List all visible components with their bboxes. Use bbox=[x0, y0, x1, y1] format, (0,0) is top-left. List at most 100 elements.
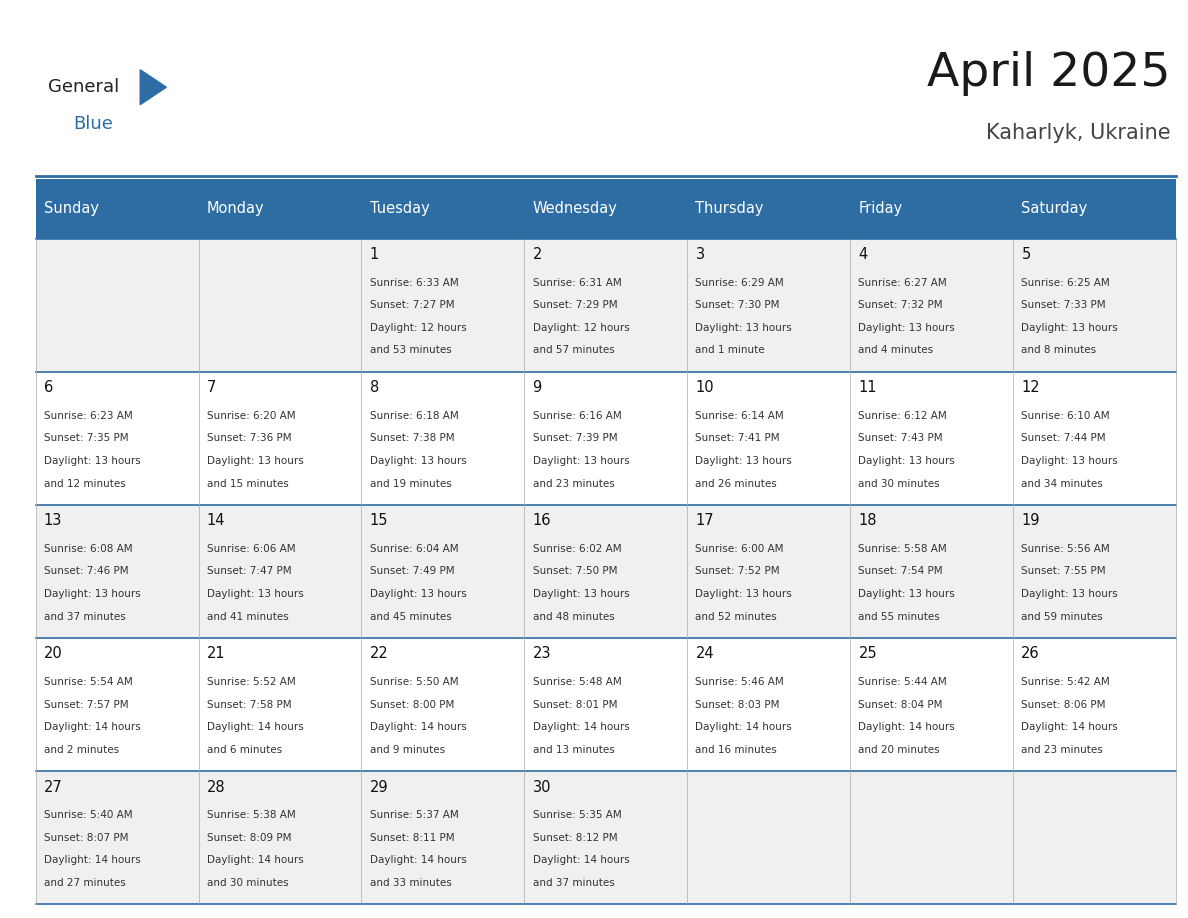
Text: Daylight: 13 hours: Daylight: 13 hours bbox=[207, 456, 303, 466]
Text: and 30 minutes: and 30 minutes bbox=[859, 478, 940, 488]
Text: and 8 minutes: and 8 minutes bbox=[1022, 345, 1097, 355]
Text: and 57 minutes: and 57 minutes bbox=[532, 345, 614, 355]
Text: and 45 minutes: and 45 minutes bbox=[369, 611, 451, 621]
Bar bbox=[36, 239, 198, 372]
Bar bbox=[851, 179, 1013, 239]
Text: 2: 2 bbox=[532, 247, 542, 263]
Text: Saturday: Saturday bbox=[1022, 201, 1087, 217]
Text: 13: 13 bbox=[44, 513, 62, 529]
Text: and 37 minutes: and 37 minutes bbox=[44, 611, 126, 621]
Text: Sunrise: 6:20 AM: Sunrise: 6:20 AM bbox=[207, 410, 296, 420]
Text: Sunrise: 6:33 AM: Sunrise: 6:33 AM bbox=[369, 277, 459, 287]
Bar bbox=[1013, 239, 1176, 372]
Text: 29: 29 bbox=[369, 779, 388, 795]
Text: Daylight: 13 hours: Daylight: 13 hours bbox=[369, 456, 467, 466]
Bar bbox=[361, 179, 524, 239]
Bar bbox=[198, 179, 361, 239]
Text: 26: 26 bbox=[1022, 646, 1040, 662]
Text: 25: 25 bbox=[859, 646, 877, 662]
Text: Sunrise: 5:40 AM: Sunrise: 5:40 AM bbox=[44, 810, 132, 820]
Text: Sunrise: 5:56 AM: Sunrise: 5:56 AM bbox=[1022, 543, 1110, 554]
Bar bbox=[688, 771, 851, 904]
Text: and 4 minutes: and 4 minutes bbox=[859, 345, 934, 355]
Text: Sunrise: 6:14 AM: Sunrise: 6:14 AM bbox=[695, 410, 784, 420]
Text: 8: 8 bbox=[369, 380, 379, 396]
Text: Daylight: 13 hours: Daylight: 13 hours bbox=[532, 456, 630, 466]
Bar bbox=[361, 505, 524, 638]
Bar bbox=[524, 372, 688, 505]
Text: Sunrise: 5:37 AM: Sunrise: 5:37 AM bbox=[369, 810, 459, 820]
Bar bbox=[851, 638, 1013, 771]
Bar bbox=[851, 239, 1013, 372]
Bar bbox=[688, 638, 851, 771]
Text: 7: 7 bbox=[207, 380, 216, 396]
Text: Daylight: 14 hours: Daylight: 14 hours bbox=[1022, 722, 1118, 733]
Text: Daylight: 13 hours: Daylight: 13 hours bbox=[1022, 456, 1118, 466]
Text: 4: 4 bbox=[859, 247, 867, 263]
Text: Kaharlyk, Ukraine: Kaharlyk, Ukraine bbox=[986, 123, 1170, 143]
Text: Blue: Blue bbox=[74, 115, 114, 133]
Text: and 1 minute: and 1 minute bbox=[695, 345, 765, 355]
Text: Sunset: 7:47 PM: Sunset: 7:47 PM bbox=[207, 566, 291, 577]
Text: Sunrise: 6:31 AM: Sunrise: 6:31 AM bbox=[532, 277, 621, 287]
Text: Sunset: 7:52 PM: Sunset: 7:52 PM bbox=[695, 566, 781, 577]
Text: Sunrise: 6:08 AM: Sunrise: 6:08 AM bbox=[44, 543, 132, 554]
Text: Thursday: Thursday bbox=[695, 201, 764, 217]
Text: Daylight: 13 hours: Daylight: 13 hours bbox=[532, 589, 630, 599]
Text: 3: 3 bbox=[695, 247, 704, 263]
Text: Sunset: 7:38 PM: Sunset: 7:38 PM bbox=[369, 433, 454, 443]
Text: Daylight: 14 hours: Daylight: 14 hours bbox=[207, 856, 303, 866]
Text: and 33 minutes: and 33 minutes bbox=[369, 878, 451, 888]
Bar bbox=[36, 372, 198, 505]
Text: 30: 30 bbox=[532, 779, 551, 795]
Text: Sunset: 7:46 PM: Sunset: 7:46 PM bbox=[44, 566, 128, 577]
Text: Sunset: 8:07 PM: Sunset: 8:07 PM bbox=[44, 833, 128, 843]
Text: Sunset: 7:54 PM: Sunset: 7:54 PM bbox=[859, 566, 943, 577]
Text: Sunset: 7:33 PM: Sunset: 7:33 PM bbox=[1022, 300, 1106, 310]
Text: Daylight: 14 hours: Daylight: 14 hours bbox=[532, 722, 630, 733]
Text: and 41 minutes: and 41 minutes bbox=[207, 611, 289, 621]
Text: Sunset: 7:58 PM: Sunset: 7:58 PM bbox=[207, 700, 291, 710]
Bar bbox=[1013, 771, 1176, 904]
Text: 24: 24 bbox=[695, 646, 714, 662]
Text: 28: 28 bbox=[207, 779, 226, 795]
Text: Sunrise: 5:54 AM: Sunrise: 5:54 AM bbox=[44, 677, 133, 687]
Text: Daylight: 14 hours: Daylight: 14 hours bbox=[44, 722, 140, 733]
Text: 9: 9 bbox=[532, 380, 542, 396]
Text: Sunrise: 6:04 AM: Sunrise: 6:04 AM bbox=[369, 543, 459, 554]
Bar bbox=[524, 505, 688, 638]
Text: Daylight: 13 hours: Daylight: 13 hours bbox=[695, 323, 792, 333]
Text: Monday: Monday bbox=[207, 201, 265, 217]
Text: Wednesday: Wednesday bbox=[532, 201, 618, 217]
Text: Sunrise: 5:38 AM: Sunrise: 5:38 AM bbox=[207, 810, 296, 820]
Text: 15: 15 bbox=[369, 513, 388, 529]
Text: Daylight: 13 hours: Daylight: 13 hours bbox=[369, 589, 467, 599]
Text: Daylight: 13 hours: Daylight: 13 hours bbox=[695, 589, 792, 599]
Text: Sunrise: 5:35 AM: Sunrise: 5:35 AM bbox=[532, 810, 621, 820]
Text: Daylight: 13 hours: Daylight: 13 hours bbox=[859, 589, 955, 599]
Text: Daylight: 13 hours: Daylight: 13 hours bbox=[1022, 589, 1118, 599]
Text: Sunset: 7:49 PM: Sunset: 7:49 PM bbox=[369, 566, 454, 577]
Text: Sunrise: 5:42 AM: Sunrise: 5:42 AM bbox=[1022, 677, 1110, 687]
Text: and 26 minutes: and 26 minutes bbox=[695, 478, 777, 488]
Bar bbox=[361, 638, 524, 771]
Text: Daylight: 14 hours: Daylight: 14 hours bbox=[369, 722, 467, 733]
Text: Sunset: 8:12 PM: Sunset: 8:12 PM bbox=[532, 833, 618, 843]
Text: Sunset: 7:41 PM: Sunset: 7:41 PM bbox=[695, 433, 781, 443]
Text: and 52 minutes: and 52 minutes bbox=[695, 611, 777, 621]
Text: Sunset: 8:04 PM: Sunset: 8:04 PM bbox=[859, 700, 943, 710]
Bar bbox=[688, 505, 851, 638]
Text: Sunset: 7:55 PM: Sunset: 7:55 PM bbox=[1022, 566, 1106, 577]
Bar bbox=[198, 771, 361, 904]
Bar bbox=[198, 372, 361, 505]
Text: and 34 minutes: and 34 minutes bbox=[1022, 478, 1104, 488]
Text: and 15 minutes: and 15 minutes bbox=[207, 478, 289, 488]
Text: Daylight: 12 hours: Daylight: 12 hours bbox=[532, 323, 630, 333]
Bar bbox=[36, 505, 198, 638]
Text: Sunset: 7:35 PM: Sunset: 7:35 PM bbox=[44, 433, 128, 443]
Text: Daylight: 13 hours: Daylight: 13 hours bbox=[207, 589, 303, 599]
Text: Sunrise: 6:06 AM: Sunrise: 6:06 AM bbox=[207, 543, 296, 554]
Text: Sunrise: 5:50 AM: Sunrise: 5:50 AM bbox=[369, 677, 459, 687]
Text: and 23 minutes: and 23 minutes bbox=[532, 478, 614, 488]
Text: Sunset: 7:39 PM: Sunset: 7:39 PM bbox=[532, 433, 618, 443]
